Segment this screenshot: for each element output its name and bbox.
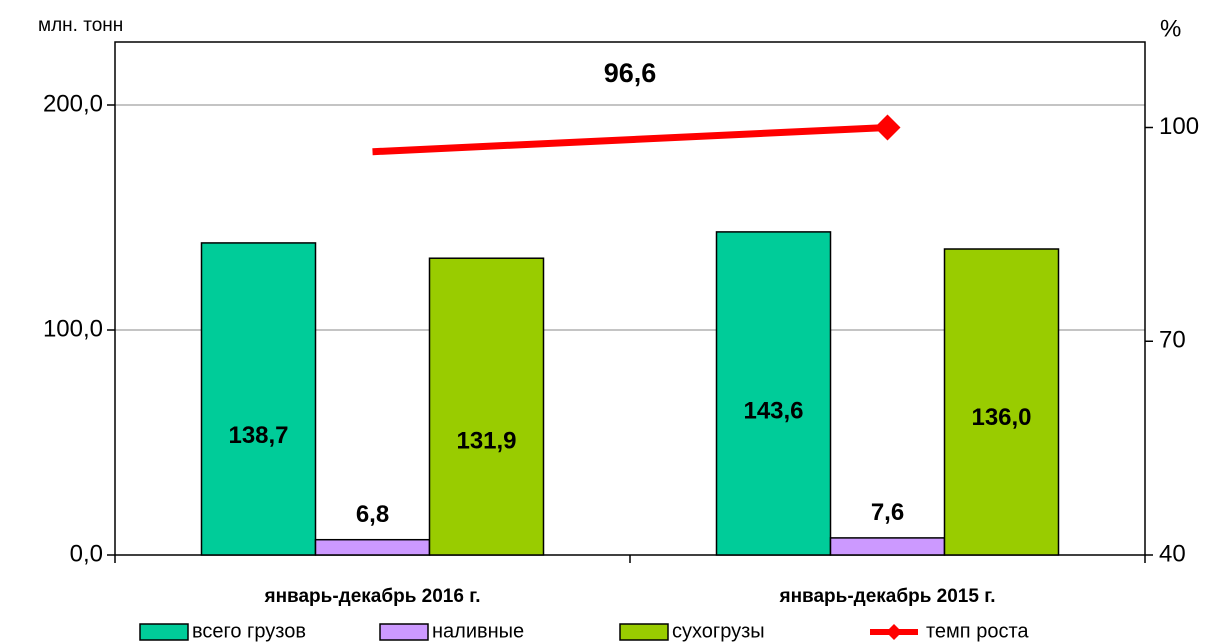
y2-tick-label: 100 (1159, 113, 1199, 140)
legend-swatch (886, 624, 902, 640)
data-label: 96,6 (604, 58, 657, 88)
legend-label: сухогрузы (672, 620, 765, 642)
y-tick-label: 0,0 (70, 540, 103, 567)
y-tick-label: 100,0 (43, 315, 103, 342)
legend-label: всего грузов (192, 620, 306, 642)
line-marker (874, 114, 901, 141)
y2-axis-label: % (1160, 15, 1181, 42)
y2-tick-label: 40 (1159, 540, 1186, 567)
bar (943, 248, 1060, 556)
y-axis-label: млн. тонн (38, 15, 123, 36)
legend-swatch (139, 623, 189, 641)
bar (428, 257, 545, 556)
data-label: 138,7 (228, 422, 288, 449)
x-tick-label: январь-декабрь 2016 г. (263, 586, 480, 607)
bar (200, 242, 317, 556)
bar (314, 538, 431, 556)
legend-label: наливные (432, 620, 524, 642)
bar (715, 231, 832, 556)
legend-swatch (619, 623, 669, 641)
line (372, 124, 888, 156)
bar (829, 537, 946, 556)
data-label: 143,6 (743, 398, 803, 425)
legend-label: темп роста (926, 620, 1029, 642)
data-label: 131,9 (456, 428, 516, 455)
x-tick-label: январь-декабрь 2015 г. (778, 586, 995, 607)
data-label: 136,0 (971, 404, 1031, 431)
legend-swatch (379, 623, 429, 641)
data-label: 6,8 (356, 501, 389, 528)
data-label: 7,6 (871, 499, 904, 526)
y-tick-label: 200,0 (43, 90, 103, 117)
y2-tick-label: 70 (1159, 327, 1186, 354)
